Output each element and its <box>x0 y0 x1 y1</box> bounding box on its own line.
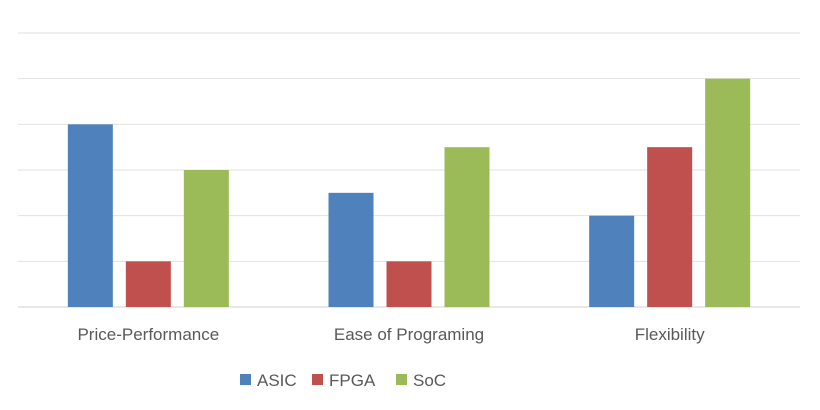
legend: ASIC FPGA SoC <box>240 371 446 390</box>
legend-swatch <box>240 374 251 385</box>
x-tick-label: Flexibility <box>635 325 705 344</box>
legend-label: SoC <box>413 371 446 390</box>
x-axis-tick-labels: Price-Performance Ease of Programing Flexi… <box>77 325 705 344</box>
bars <box>67 78 751 308</box>
bar-fpga-1 <box>125 261 171 307</box>
bar-soc-1 <box>183 170 229 307</box>
legend-item-soc: SoC <box>396 371 446 390</box>
legend-item-fpga: FPGA <box>312 371 376 390</box>
legend-swatch <box>312 374 323 385</box>
bar-asic-1 <box>67 124 113 307</box>
bar-asic-2 <box>328 192 374 307</box>
x-tick-label: Ease of Programing <box>334 325 484 344</box>
bar-soc-3 <box>705 78 751 308</box>
legend-label: FPGA <box>329 371 376 390</box>
bar-asic-3 <box>589 215 635 307</box>
bar-fpga-3 <box>647 147 693 307</box>
bar-soc-2 <box>444 147 490 307</box>
legend-label: ASIC <box>257 371 297 390</box>
legend-swatch <box>396 374 407 385</box>
legend-item-asic: ASIC <box>240 371 297 390</box>
bar-fpga-2 <box>386 261 432 307</box>
x-tick-label: Price-Performance <box>77 325 219 344</box>
